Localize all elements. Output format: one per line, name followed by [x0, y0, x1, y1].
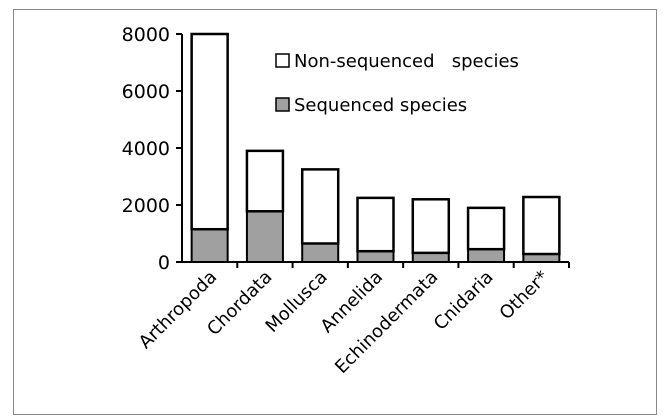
chart-frame: 0 2000 4000 6000 8000 Arthropoda Chordata Mollu… [13, 9, 657, 415]
bar-segment-non-sequenced [411, 198, 451, 255]
bar-segment-sequenced [190, 228, 229, 264]
legend-label: Sequenced species [294, 95, 467, 116]
x-category-label: Cnidaria [430, 267, 498, 335]
bar-segment-non-sequenced [356, 196, 395, 253]
bar-segment-non-sequenced [466, 206, 506, 251]
bar-segment-sequenced [301, 242, 340, 264]
y-tick-label: 4000 [122, 138, 170, 160]
stacked-bar-chart: 02000400060008000ArthropodaChordataMollu… [122, 24, 570, 378]
bar-segment-sequenced [467, 248, 506, 264]
bar-segment-non-sequenced [522, 195, 561, 256]
legend-label: Non-sequenced species [294, 51, 519, 72]
legend-swatch [275, 53, 290, 68]
x-category-label: Echinodermata [331, 267, 442, 378]
y-tick-label: 8000 [122, 24, 170, 46]
bar-segment-non-sequenced [245, 149, 285, 213]
legend-swatch [275, 97, 290, 112]
y-tick-label: 6000 [122, 81, 170, 103]
x-category-label: Other* [496, 267, 553, 324]
y-tick-label: 0 [158, 252, 170, 274]
bar-segment-non-sequenced [300, 168, 340, 245]
y-tick-label: 2000 [122, 195, 170, 217]
bar-segment-non-sequenced [190, 32, 229, 231]
x-category-label: Arthropoda [135, 267, 221, 353]
bar-segment-sequenced [356, 250, 395, 263]
bar-segment-sequenced [245, 210, 284, 264]
bar-segment-sequenced [411, 251, 450, 264]
